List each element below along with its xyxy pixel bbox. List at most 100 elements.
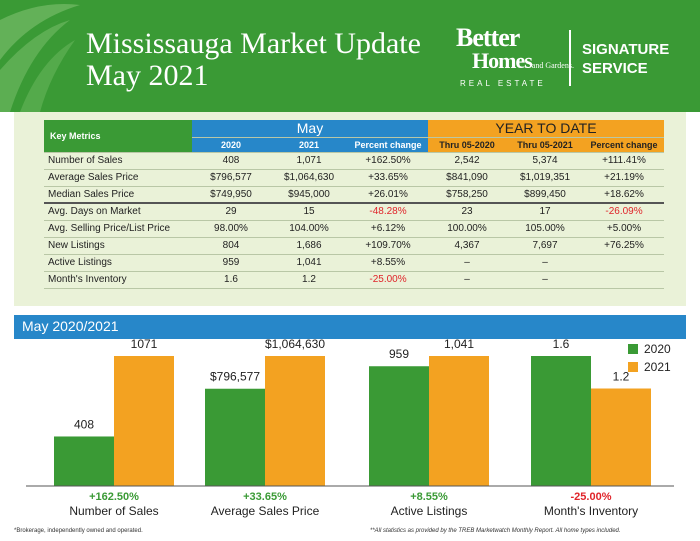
bar-2021 <box>114 356 174 486</box>
comparison-bar-chart: 408 1071 +162.50%Number of Sales $796,577 $1… <box>26 339 674 518</box>
metric-label: Month's Inventory <box>44 271 192 289</box>
category-label: Active Listings <box>391 504 468 518</box>
table-row: Month's Inventory 1.6 1.2 -25.00% – – <box>44 271 664 289</box>
table-cell: $749,950 <box>192 186 270 204</box>
metric-label: New Listings <box>44 237 192 255</box>
percent-change-label: +162.50% <box>89 491 139 503</box>
table-cell: $1,064,630 <box>270 169 348 187</box>
table-cell: 17 <box>506 203 584 221</box>
table-cell: -25.00% <box>348 271 428 289</box>
table-cell: -26.09% <box>584 203 664 221</box>
table-cell: 100.00% <box>428 220 506 238</box>
table-cell: 23 <box>428 203 506 221</box>
ytd-header: YEAR TO DATE <box>428 120 664 138</box>
col-header: Thru 05-2020 <box>428 137 506 153</box>
title-line-2: May 2021 <box>86 59 209 92</box>
table-cell: – <box>428 271 506 289</box>
leaf-swoosh-icon <box>0 4 80 112</box>
table-cell: – <box>506 254 584 272</box>
table-row: Avg. Selling Price/List Price 98.00% 104.0… <box>44 220 664 238</box>
table-cell: 15 <box>270 203 348 221</box>
category-label: Number of Sales <box>69 504 158 518</box>
table-cell: +109.70% <box>348 237 428 255</box>
legend-swatch <box>628 362 638 372</box>
table-cell: +18.62% <box>584 186 664 204</box>
table-row: Active Listings 959 1,041 +8.55% – – <box>44 254 664 272</box>
table-row: Avg. Days on Market 29 15 -48.28% 23 17 -26.09… <box>44 203 664 221</box>
bar-2020 <box>54 436 114 486</box>
table-cell: 7,697 <box>506 237 584 255</box>
percent-change-label: +8.55% <box>410 491 448 503</box>
chart-section-header: May 2020/2021 <box>14 315 686 339</box>
table-cell: 1.6 <box>192 271 270 289</box>
table-cell: +111.41% <box>584 152 664 170</box>
table-cell: +21.19% <box>584 169 664 187</box>
table-cell: – <box>506 271 584 289</box>
table-cell: 104.00% <box>270 220 348 238</box>
metric-label: Average Sales Price <box>44 169 192 187</box>
percent-change-label: -25.00% <box>571 491 612 503</box>
bar-value-label: 1071 <box>131 339 158 351</box>
col-header: Percent change <box>584 137 664 153</box>
footer-brokerage-note: *Brokerage, independently owned and oper… <box>14 528 143 534</box>
metric-label: Avg. Selling Price/List Price <box>44 220 192 238</box>
table-cell: $758,250 <box>428 186 506 204</box>
legend-label: 2021 <box>644 360 671 374</box>
key-metrics-header: Key Metrics <box>44 120 192 153</box>
table-cell: 5,374 <box>506 152 584 170</box>
table-cell: +26.01% <box>348 186 428 204</box>
table-row: Number of Sales 408 1,071 +162.50% 2,542 5,37… <box>44 152 664 170</box>
table-cell: 959 <box>192 254 270 272</box>
bar-value-label: 1.2 <box>613 370 630 384</box>
metrics-table-body: Number of Sales 408 1,071 +162.50% 2,542 5,37… <box>44 152 664 289</box>
bar-value-label: $1,064,630 <box>265 339 325 351</box>
footer-source-note: **All statistics as provided by the TREB… <box>370 528 621 534</box>
table-cell: 2,542 <box>428 152 506 170</box>
signature-service: SIGNATURE SERVICE <box>582 40 669 78</box>
metric-label: Median Sales Price <box>44 186 192 204</box>
bar-value-label: $796,577 <box>210 370 260 384</box>
table-cell: 1,071 <box>270 152 348 170</box>
header-banner: Mississauga Market Update May 2021 Bette… <box>0 0 700 112</box>
table-cell: +6.12% <box>348 220 428 238</box>
bar-2021 <box>265 356 325 486</box>
metrics-panel: Key Metrics May YEAR TO DATE 2020 2021 P… <box>14 112 686 306</box>
table-cell <box>584 271 664 289</box>
page-title: Mississauga Market Update May 2021 <box>86 28 421 92</box>
may-header: May <box>192 120 428 138</box>
table-cell: 29 <box>192 203 270 221</box>
table-cell: 1,041 <box>270 254 348 272</box>
service-line-1: SIGNATURE <box>582 41 670 58</box>
table-cell: $841,090 <box>428 169 506 187</box>
metric-label: Number of Sales <box>44 152 192 170</box>
table-cell: 4,367 <box>428 237 506 255</box>
legend-swatch <box>628 344 638 354</box>
table-cell: +76.25% <box>584 237 664 255</box>
table-cell: 98.00% <box>192 220 270 238</box>
table-cell: +162.50% <box>348 152 428 170</box>
table-row: New Listings 804 1,686 +109.70% 4,367 7,697 +7… <box>44 237 664 255</box>
service-line-2: SERVICE <box>582 60 648 77</box>
table-cell: -48.28% <box>348 203 428 221</box>
bar-2020 <box>205 388 265 486</box>
table-cell: +5.00% <box>584 220 664 238</box>
metric-label: Active Listings <box>44 254 192 272</box>
brand-homes: Homes <box>472 48 533 73</box>
bar-value-label: 408 <box>74 417 94 431</box>
metric-label: Avg. Days on Market <box>44 203 192 221</box>
table-cell: – <box>428 254 506 272</box>
bar-value-label: 1.6 <box>553 339 570 351</box>
bar-2021 <box>591 388 651 486</box>
col-header: 2021 <box>270 137 348 153</box>
table-cell: 804 <box>192 237 270 255</box>
table-cell: +33.65% <box>348 169 428 187</box>
brand-logo: Better Homesand Gardens. REAL ESTATE <box>456 25 574 89</box>
bar-value-label: 959 <box>389 347 409 361</box>
table-cell: 1,686 <box>270 237 348 255</box>
title-line-1: Mississauga Market Update <box>86 27 421 60</box>
table-row: Median Sales Price $749,950 $945,000 +26.01… <box>44 186 664 204</box>
table-cell: 408 <box>192 152 270 170</box>
table-cell: +8.55% <box>348 254 428 272</box>
metrics-table: Key Metrics May YEAR TO DATE 2020 2021 P… <box>44 120 664 289</box>
table-row: Average Sales Price $796,577 $1,064,630 +33… <box>44 169 664 187</box>
